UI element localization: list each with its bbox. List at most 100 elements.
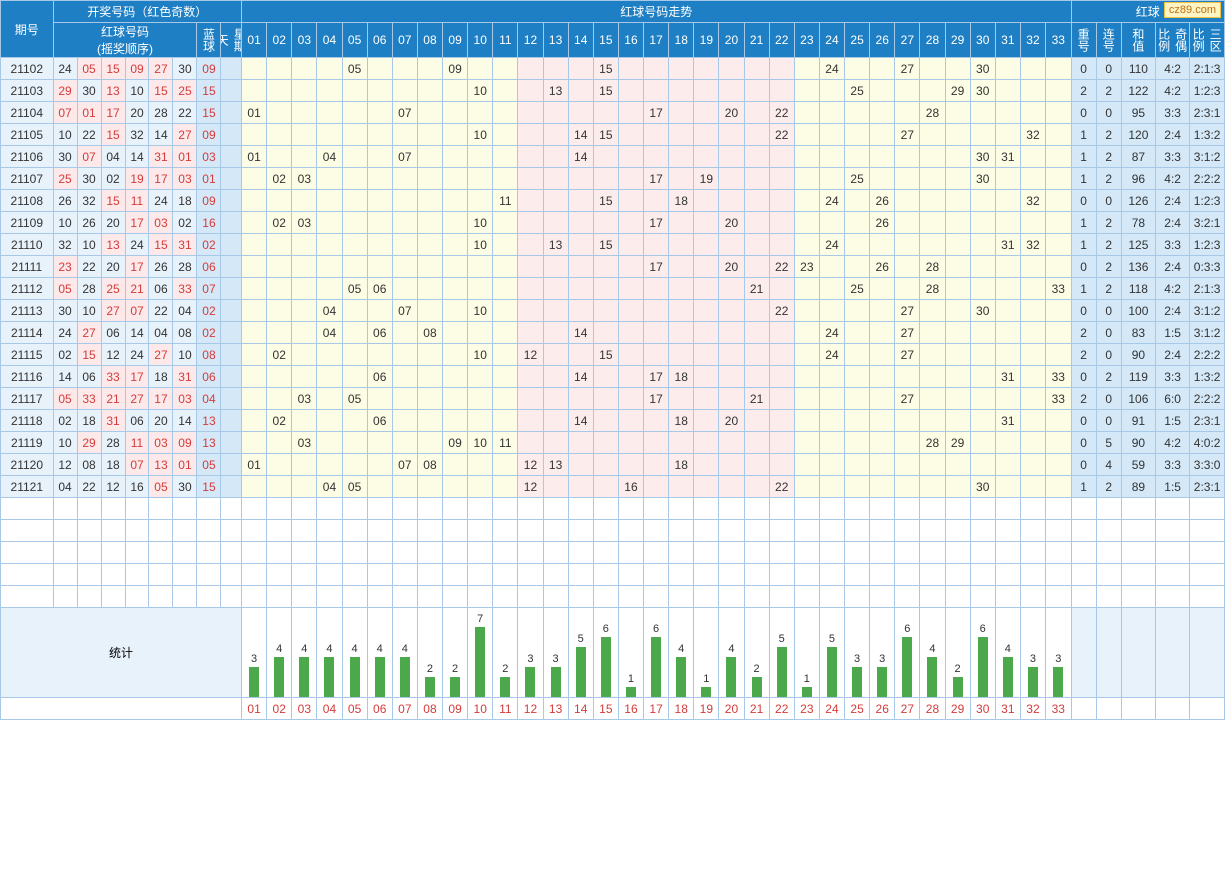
trend-cell bbox=[443, 168, 468, 190]
trend-cell bbox=[493, 256, 518, 278]
trend-cell: 12 bbox=[518, 454, 543, 476]
trend-cell bbox=[895, 366, 920, 388]
trend-cell: 17 bbox=[644, 388, 669, 410]
trend-cell: 06 bbox=[367, 322, 392, 344]
trend-cell bbox=[367, 388, 392, 410]
trend-cell: 10 bbox=[468, 212, 493, 234]
red-ball-cell: 19 bbox=[125, 168, 149, 190]
trend-cell: 14 bbox=[568, 124, 593, 146]
trend-cell bbox=[895, 410, 920, 432]
trend-cell bbox=[443, 322, 468, 344]
trend-cell: 15 bbox=[593, 80, 618, 102]
trend-cell bbox=[1046, 234, 1071, 256]
stat-sum: 106 bbox=[1121, 388, 1155, 410]
trend-cell bbox=[995, 300, 1020, 322]
trend-cell bbox=[292, 300, 317, 322]
period-cell: 21102 bbox=[1, 58, 54, 80]
stat-bar-label: 3 bbox=[1055, 653, 1061, 665]
stat-oe: 4:2 bbox=[1156, 58, 1190, 80]
footer-number: 27 bbox=[895, 698, 920, 720]
trend-cell bbox=[417, 58, 442, 80]
trend-cell bbox=[1020, 278, 1045, 300]
trend-cell: 11 bbox=[493, 190, 518, 212]
trend-cell bbox=[417, 344, 442, 366]
header-trend-col: 32 bbox=[1020, 23, 1045, 58]
trend-cell bbox=[618, 410, 643, 432]
stat-zone: 2:3:1 bbox=[1190, 410, 1225, 432]
footer-number: 32 bbox=[1020, 698, 1045, 720]
empty-row bbox=[1, 564, 1225, 586]
period-cell: 21119 bbox=[1, 432, 54, 454]
red-ball-cell: 31 bbox=[149, 146, 173, 168]
trend-cell bbox=[845, 212, 870, 234]
blue-ball-cell: 02 bbox=[197, 300, 221, 322]
period-cell: 21107 bbox=[1, 168, 54, 190]
trend-cell bbox=[945, 234, 970, 256]
trend-cell bbox=[845, 300, 870, 322]
trend-cell bbox=[920, 454, 945, 476]
trend-cell bbox=[267, 190, 292, 212]
trend-cell bbox=[493, 476, 518, 498]
trend-cell bbox=[644, 190, 669, 212]
blue-ball-cell: 06 bbox=[197, 256, 221, 278]
trend-cell: 27 bbox=[895, 322, 920, 344]
period-cell: 21116 bbox=[1, 366, 54, 388]
trend-cell: 05 bbox=[342, 388, 367, 410]
trend-cell bbox=[292, 322, 317, 344]
stat-bar bbox=[1053, 667, 1063, 697]
trend-cell bbox=[744, 410, 769, 432]
trend-cell bbox=[468, 410, 493, 432]
trend-cell bbox=[794, 124, 819, 146]
period-cell: 21121 bbox=[1, 476, 54, 498]
header-trend-col: 13 bbox=[543, 23, 568, 58]
trend-cell bbox=[819, 124, 844, 146]
trend-cell: 05 bbox=[342, 58, 367, 80]
data-row: 211142427061404080204060814242720831:53:… bbox=[1, 322, 1225, 344]
trend-cell bbox=[744, 300, 769, 322]
trend-cell: 21 bbox=[744, 278, 769, 300]
trend-cell bbox=[769, 212, 794, 234]
stat-bar bbox=[802, 687, 812, 697]
trend-cell bbox=[644, 454, 669, 476]
red-ball-cell: 20 bbox=[125, 102, 149, 124]
trend-cell bbox=[870, 432, 895, 454]
footer-number: 05 bbox=[342, 698, 367, 720]
trend-cell bbox=[493, 278, 518, 300]
stat-sum: 120 bbox=[1121, 124, 1155, 146]
red-ball-cell: 24 bbox=[149, 190, 173, 212]
stat-sum: 136 bbox=[1121, 256, 1155, 278]
trend-cell bbox=[342, 190, 367, 212]
trend-cell bbox=[367, 256, 392, 278]
trend-cell bbox=[367, 124, 392, 146]
trend-cell bbox=[518, 300, 543, 322]
trend-cell bbox=[970, 454, 995, 476]
day-cell bbox=[221, 168, 242, 190]
trend-cell bbox=[392, 278, 417, 300]
stat-bar bbox=[274, 657, 284, 697]
trend-cell bbox=[518, 278, 543, 300]
trend-cell: 01 bbox=[242, 454, 267, 476]
data-row: 211063007041431010301040714303112873:33:… bbox=[1, 146, 1225, 168]
day-cell bbox=[221, 432, 242, 454]
stat-oe: 2:4 bbox=[1156, 344, 1190, 366]
red-ball-cell: 11 bbox=[125, 432, 149, 454]
stat-repeat: 0 bbox=[1071, 454, 1096, 476]
red-ball-cell: 10 bbox=[53, 212, 77, 234]
trend-cell: 13 bbox=[543, 80, 568, 102]
trend-cell bbox=[694, 344, 719, 366]
trend-cell bbox=[794, 190, 819, 212]
stat-bar-label: 4 bbox=[377, 643, 383, 655]
trend-cell bbox=[317, 366, 342, 388]
trend-cell bbox=[618, 124, 643, 146]
stat-sum: 126 bbox=[1121, 190, 1155, 212]
trend-cell bbox=[292, 58, 317, 80]
stat-sum: 87 bbox=[1121, 146, 1155, 168]
trend-cell bbox=[769, 344, 794, 366]
data-row: 211201208180713010501070812131804593:33:… bbox=[1, 454, 1225, 476]
stat-consec: 2 bbox=[1096, 168, 1121, 190]
data-row: 2111032101324153102101315243132121253:31… bbox=[1, 234, 1225, 256]
header-trend-col: 29 bbox=[945, 23, 970, 58]
stat-bar bbox=[249, 667, 259, 697]
trend-cell bbox=[945, 102, 970, 124]
trend-cell bbox=[870, 344, 895, 366]
